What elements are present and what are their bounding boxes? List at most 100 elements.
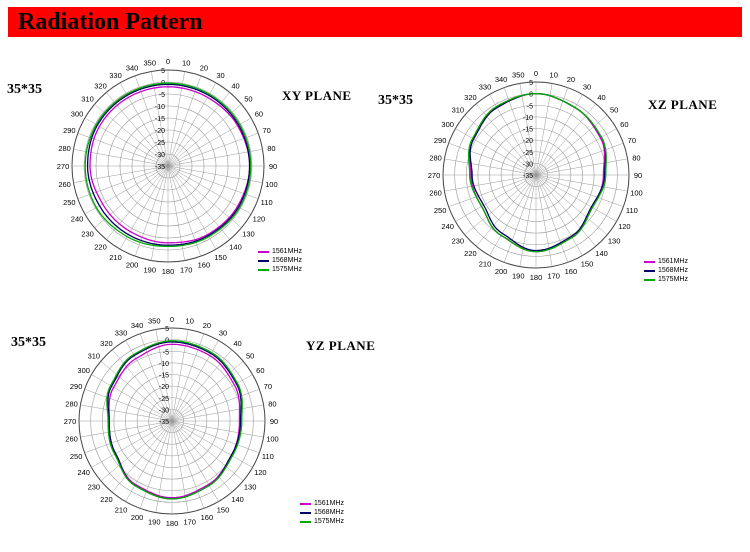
grid-spoke (535, 174, 553, 267)
angle-tick-label: 80 (268, 399, 276, 408)
grid-spoke (125, 340, 173, 422)
legend-label: 1575MHz (658, 276, 688, 283)
angle-tick-label: 260 (58, 180, 71, 189)
angle-tick-label: 230 (88, 483, 101, 492)
plane-title-yz: YZ PLANE (306, 338, 376, 353)
angle-tick-label: 170 (547, 271, 560, 280)
grid-spoke (535, 174, 624, 208)
grid-spoke (84, 117, 169, 167)
radial-tick-label: 0 (529, 92, 533, 99)
legend-label: 1568MHz (272, 257, 302, 264)
series-line (86, 83, 251, 246)
angle-tick-label: 190 (148, 517, 161, 526)
angle-tick-label: 330 (115, 329, 128, 338)
grid-spoke (73, 149, 169, 167)
angle-tick-label: 120 (254, 468, 267, 477)
angle-tick-label: 50 (244, 95, 252, 104)
radial-tick-label: -20 (155, 128, 165, 135)
radial-tick-label: -25 (155, 140, 165, 147)
angle-tick-label: 130 (242, 229, 255, 238)
angle-tick-label: 270 (57, 162, 70, 171)
radial-tick-label: -30 (155, 152, 165, 159)
angle-tick-label: 110 (626, 206, 638, 215)
series-line (108, 343, 241, 499)
grid-spoke (444, 174, 537, 192)
legend-entry: 1561MHz (258, 247, 302, 256)
angle-tick-label: 70 (262, 126, 270, 135)
radial-tick-label: -30 (523, 161, 533, 168)
angle-tick-label: 280 (58, 144, 71, 153)
angle-tick-label: 30 (216, 71, 224, 80)
angle-tick-label: 100 (630, 189, 643, 198)
radial-tick-label: 5 (165, 326, 169, 333)
angle-tick-label: 210 (479, 259, 492, 268)
angle-tick-label: 320 (100, 339, 113, 348)
legend-label: 1575MHz (314, 518, 344, 525)
grid-spoke (489, 174, 537, 256)
legend-swatch (300, 511, 311, 514)
grid-spoke (455, 174, 537, 222)
grid-spoke (167, 149, 263, 167)
angle-tick-label: 30 (583, 83, 591, 92)
radial-tick-label: -5 (159, 92, 165, 99)
angle-tick-label: 170 (183, 517, 196, 526)
angle-tick-label: 270 (428, 171, 441, 180)
grid-spoke (84, 165, 169, 215)
grid-spoke (476, 174, 537, 247)
grid-spoke (503, 87, 537, 176)
angle-tick-label: 340 (495, 75, 508, 84)
angle-tick-label: 320 (94, 82, 107, 91)
angle-tick-label: 310 (81, 95, 94, 104)
angle-tick-label: 160 (198, 261, 211, 270)
grid-spoke (535, 174, 608, 235)
angle-tick-label: 40 (233, 339, 241, 348)
legend-label: 1568MHz (314, 509, 344, 516)
legend-entry: 1568MHz (258, 256, 302, 265)
grid-spoke (77, 132, 169, 167)
angle-tick-label: 300 (441, 120, 454, 129)
angle-tick-label: 140 (595, 249, 608, 258)
legend-swatch (258, 259, 269, 262)
legend-entry: 1568MHz (300, 508, 344, 517)
angle-tick-label: 30 (219, 329, 227, 338)
grid-spoke (171, 329, 189, 422)
angle-tick-label: 110 (262, 452, 274, 461)
radial-tick-label: 5 (161, 68, 165, 75)
angle-tick-label: 20 (203, 321, 211, 330)
angle-tick-label: 330 (109, 71, 122, 80)
angle-tick-label: 100 (266, 435, 279, 444)
radial-tick-label: -35 (155, 164, 165, 171)
angle-tick-label: 200 (126, 261, 139, 270)
angle-tick-label: 310 (452, 105, 465, 114)
legend-swatch (644, 260, 655, 263)
angle-tick-label: 180 (162, 267, 175, 276)
angle-tick-label: 0 (166, 57, 170, 66)
angle-tick-label: 340 (126, 63, 139, 72)
angle-tick-label: 290 (63, 126, 76, 135)
legend-entry: 1575MHz (300, 517, 344, 526)
angle-tick-label: 80 (267, 144, 275, 153)
grid-spoke (464, 174, 537, 235)
legend-yz: 1561MHz 1568MHz 1575MHz (300, 499, 344, 526)
angle-tick-label: 350 (144, 59, 157, 68)
legend-label: 1561MHz (272, 248, 302, 255)
angle-tick-label: 50 (610, 105, 618, 114)
legend-label: 1561MHz (658, 258, 688, 265)
angle-tick-label: 350 (512, 71, 525, 80)
grid-spoke (535, 142, 624, 176)
angle-tick-label: 340 (131, 321, 144, 330)
angle-tick-label: 190 (144, 265, 157, 274)
grid-spoke (167, 132, 259, 167)
angle-tick-label: 100 (265, 180, 278, 189)
grid-spoke (134, 165, 169, 257)
angle-tick-label: 160 (201, 513, 214, 522)
grid-spoke (139, 420, 173, 509)
angle-tick-label: 270 (64, 417, 77, 426)
angle-tick-label: 150 (217, 505, 230, 514)
angle-tick-label: 140 (231, 495, 244, 504)
grid-spoke (171, 404, 264, 422)
grid-spoke (444, 158, 537, 176)
grid-spoke (134, 75, 169, 167)
legend-label: 1575MHz (272, 266, 302, 273)
radial-tick-label: -15 (523, 127, 533, 134)
